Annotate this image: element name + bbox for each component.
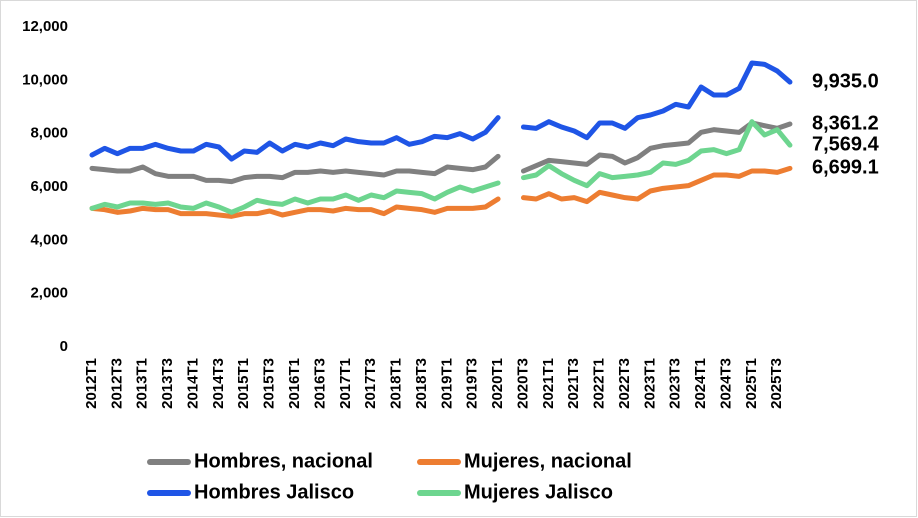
data-label: 7,569.4 (812, 133, 880, 155)
x-tick-label: 2013T3 (159, 358, 176, 409)
x-tick-label: 2020T3 (514, 358, 531, 409)
legend-label: Hombres Jalisco (194, 481, 354, 503)
series-line (89, 119, 793, 215)
x-tick-label: 2012T3 (108, 358, 125, 409)
series-line (89, 120, 793, 185)
data-label: 9,935.0 (812, 70, 879, 92)
x-tick-label: 2017T3 (362, 358, 379, 409)
y-tick-label: 6,000 (30, 178, 68, 195)
x-tick-label: 2022T1 (591, 358, 608, 409)
data-label: 8,361.2 (812, 112, 879, 134)
y-tick-label: 12,000 (22, 18, 68, 35)
x-tick-label: 2013T1 (134, 358, 151, 409)
y-tick-label: 2,000 (30, 285, 68, 302)
y-tick-label: 10,000 (22, 71, 68, 88)
x-tick-label: 2016T1 (286, 358, 303, 409)
x-tick-label: 2018T3 (413, 358, 430, 409)
x-tick-label: 2024T1 (692, 358, 709, 409)
legend-label: Mujeres, nacional (464, 450, 632, 472)
x-tick-label: 2015T1 (235, 358, 252, 409)
x-tick-label: 2020T1 (489, 358, 506, 409)
y-tick-label: 4,000 (30, 231, 68, 248)
x-tick-label: 2023T3 (667, 358, 684, 409)
x-tick-label: 2014T3 (210, 358, 227, 409)
x-tick-label: 2018T1 (388, 358, 405, 409)
x-tick-label: 2021T1 (540, 358, 557, 409)
legend-label: Mujeres Jalisco (464, 481, 613, 503)
x-tick-label: 2014T1 (184, 358, 201, 409)
y-tick-label: 8,000 (30, 125, 68, 142)
x-tick-label: 2024T3 (717, 358, 734, 409)
x-tick-label: 2016T3 (311, 358, 328, 409)
x-tick-label: 2025T3 (768, 358, 785, 409)
y-tick-label: 0 (60, 338, 68, 355)
x-tick-label: 2021T3 (565, 358, 582, 409)
series-line (89, 165, 793, 219)
series-line (89, 60, 793, 162)
legend-label: Hombres, nacional (194, 450, 373, 472)
data-label: 6,699.1 (812, 157, 879, 179)
x-tick-label: 2023T1 (641, 358, 658, 409)
x-tick-label: 2025T1 (743, 358, 760, 409)
x-tick-label: 2022T3 (616, 358, 633, 409)
x-tick-label: 2015T3 (261, 358, 278, 409)
x-tick-label: 2017T1 (337, 358, 354, 409)
x-tick-label: 2019T3 (464, 358, 481, 409)
x-tick-label: 2019T1 (438, 358, 455, 409)
x-tick-label: 2012T1 (83, 358, 100, 409)
